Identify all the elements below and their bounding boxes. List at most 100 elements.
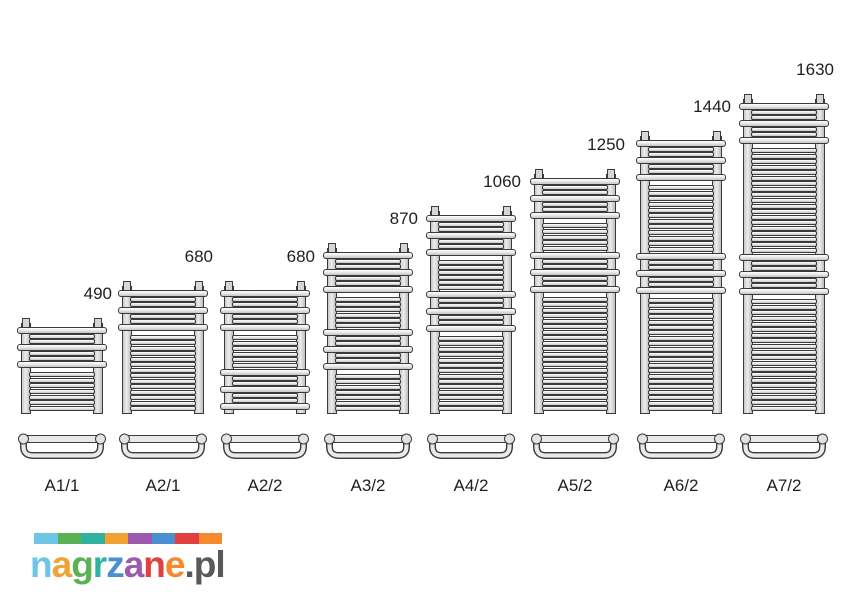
hanger-bar: [636, 174, 726, 181]
tube-bar: [438, 389, 504, 395]
tube-bar: [130, 314, 196, 319]
tube-bar: [542, 297, 608, 302]
hanger-bar: [17, 361, 107, 368]
tube-bar: [542, 324, 608, 330]
tube-bar: [232, 381, 298, 386]
tube-bar: [130, 356, 196, 362]
tube-bar: [130, 335, 196, 340]
tube-bar: [29, 351, 95, 356]
hanger-bar: [220, 290, 310, 297]
hanger-bar: [426, 215, 516, 222]
tube-bar: [335, 341, 401, 346]
tube-bar: [130, 319, 196, 324]
tube-bar: [751, 349, 817, 355]
hanger-bar: [739, 254, 829, 261]
tube-bar: [438, 239, 504, 244]
towel-rail-side-view: [531, 433, 619, 459]
tube-bar: [542, 335, 608, 341]
tube-bar: [648, 330, 714, 336]
tube-bar: [438, 395, 504, 401]
radiator-drawing: [636, 131, 726, 414]
tube-bar: [542, 389, 608, 395]
tube-bar: [751, 315, 817, 321]
height-dimension-label: 680: [184, 247, 213, 266]
tube-bar: [438, 368, 504, 374]
tube-bar: [542, 329, 608, 335]
tube-bar: [648, 169, 714, 174]
tube-bar: [751, 115, 817, 120]
hanger-bar: [530, 286, 620, 293]
tube-bar: [648, 357, 714, 363]
tube-bar: [542, 362, 608, 368]
logo-letter: a: [51, 544, 73, 585]
towel-rail-side-view: [637, 433, 725, 459]
tube-bar: [751, 170, 817, 176]
tube-bar: [232, 346, 298, 352]
tube-bar: [438, 227, 504, 232]
tube-bar: [438, 265, 504, 270]
tube-bar: [29, 377, 95, 383]
tube-bar: [751, 132, 817, 137]
tube-bar: [648, 303, 714, 309]
tube-bar: [542, 190, 608, 195]
hanger-bar: [220, 369, 310, 376]
tube-bar: [648, 384, 714, 390]
towel-rail-side-view: [18, 433, 106, 459]
logo-letter: a: [123, 544, 145, 585]
tube-bar: [542, 378, 608, 384]
tube-bar: [648, 201, 714, 207]
tube-bar: [648, 368, 714, 374]
tube-bar: [542, 313, 608, 319]
tube-bar: [130, 395, 196, 401]
tube-bar: [29, 394, 95, 400]
tube-bar: [751, 372, 817, 378]
tube-bar: [751, 261, 817, 266]
tube-bar: [438, 336, 504, 341]
logo-letter: n: [30, 544, 53, 585]
tube-bar: [648, 152, 714, 157]
tube-bar: [335, 307, 401, 313]
tube-bar: [542, 307, 608, 313]
tube-bar: [335, 406, 401, 411]
hanger-bar: [530, 178, 620, 185]
tube-bar: [29, 339, 95, 344]
tube-bar: [751, 236, 817, 242]
model-name-label: A5/2: [557, 476, 593, 495]
tube-bar: [335, 302, 401, 308]
logo-letter: n: [143, 544, 166, 585]
tube-bar: [438, 406, 504, 411]
nagrzane-logo: nagrzane.pl: [30, 533, 226, 585]
logo-color-square: [81, 533, 105, 544]
tube-bar: [648, 362, 714, 368]
tube-bar: [232, 314, 298, 319]
tube-bar: [438, 260, 504, 265]
tube-bar: [542, 240, 608, 246]
radiator-A2-2: 680 A2/2: [220, 0, 315, 600]
tube-bar: [438, 280, 504, 285]
tube-bar: [438, 379, 504, 385]
hanger-bar: [530, 252, 620, 259]
tube-bar: [648, 260, 714, 265]
tube-bar: [751, 231, 817, 237]
radiator-A6-2: 1440 A6/2: [636, 0, 731, 600]
tube-bar: [751, 192, 817, 198]
tube-bar: [335, 259, 401, 264]
tube-bar: [130, 345, 196, 351]
tube-bar: [130, 389, 196, 395]
tube-bar: [542, 259, 608, 264]
tube-bar: [751, 406, 817, 411]
tube-bar: [542, 395, 608, 401]
tube-bar: [232, 302, 298, 307]
hanger-bar: [739, 288, 829, 295]
tube-bar: [542, 234, 608, 240]
tube-bar: [438, 384, 504, 390]
hanger-bar: [530, 269, 620, 276]
hanger-bar: [323, 252, 413, 259]
radiator-drawing: [426, 206, 516, 414]
tube-bar: [751, 110, 817, 115]
tube-bar: [232, 376, 298, 381]
tube-bar: [751, 153, 817, 159]
tube-bar: [751, 332, 817, 338]
tube-bar: [751, 159, 817, 165]
tube-bar: [542, 351, 608, 357]
